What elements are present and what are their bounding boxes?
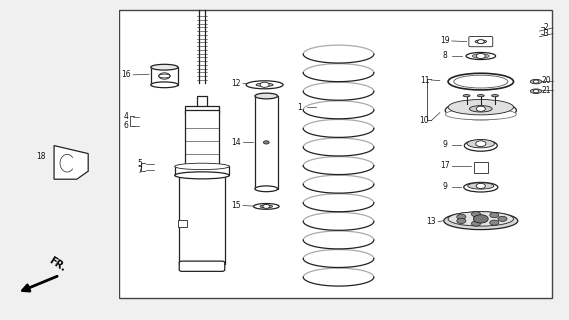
Ellipse shape <box>530 79 542 84</box>
Ellipse shape <box>175 172 229 179</box>
Bar <box>197 96 207 110</box>
Circle shape <box>473 215 488 223</box>
Bar <box>175 166 229 175</box>
Ellipse shape <box>151 82 178 88</box>
Polygon shape <box>54 146 88 179</box>
Circle shape <box>490 220 499 225</box>
Circle shape <box>263 141 269 144</box>
Circle shape <box>476 53 485 59</box>
Text: 7: 7 <box>137 166 142 175</box>
Circle shape <box>260 82 269 87</box>
Circle shape <box>476 141 486 147</box>
Text: 2: 2 <box>544 23 549 32</box>
Ellipse shape <box>492 95 498 97</box>
Circle shape <box>476 183 485 188</box>
Bar <box>119 10 552 298</box>
Ellipse shape <box>454 75 508 88</box>
Text: 8: 8 <box>443 51 447 60</box>
Ellipse shape <box>448 100 513 115</box>
Ellipse shape <box>463 95 470 97</box>
Ellipse shape <box>530 89 542 93</box>
Circle shape <box>159 73 170 79</box>
Circle shape <box>476 106 485 111</box>
Circle shape <box>498 216 507 221</box>
Ellipse shape <box>469 106 492 112</box>
Text: 9: 9 <box>443 182 447 191</box>
Bar <box>185 106 219 114</box>
Text: 6: 6 <box>124 121 129 130</box>
Ellipse shape <box>254 204 279 209</box>
Bar <box>185 110 219 166</box>
Circle shape <box>263 204 270 208</box>
Bar <box>179 166 225 264</box>
Ellipse shape <box>448 73 513 90</box>
Ellipse shape <box>246 81 283 89</box>
Ellipse shape <box>475 40 486 43</box>
Text: 12: 12 <box>232 79 241 88</box>
Ellipse shape <box>151 64 178 70</box>
Text: 9: 9 <box>443 140 447 149</box>
Bar <box>178 220 187 227</box>
Circle shape <box>533 80 539 83</box>
Text: 13: 13 <box>427 217 436 226</box>
Ellipse shape <box>159 74 170 78</box>
Circle shape <box>472 212 481 217</box>
Ellipse shape <box>464 182 498 192</box>
Text: 17: 17 <box>440 161 450 170</box>
Text: 14: 14 <box>232 138 241 147</box>
Circle shape <box>477 40 484 44</box>
Circle shape <box>457 214 466 219</box>
Ellipse shape <box>468 183 494 189</box>
Ellipse shape <box>466 52 496 60</box>
Text: 19: 19 <box>440 36 450 45</box>
Bar <box>255 96 278 189</box>
Ellipse shape <box>255 186 278 192</box>
Ellipse shape <box>448 212 513 226</box>
Ellipse shape <box>464 140 497 151</box>
Ellipse shape <box>445 101 517 120</box>
Text: 1: 1 <box>298 103 302 112</box>
Text: 10: 10 <box>420 116 429 125</box>
Text: 5: 5 <box>137 159 142 168</box>
Ellipse shape <box>467 140 494 148</box>
Ellipse shape <box>472 54 489 58</box>
Text: 11: 11 <box>420 76 429 84</box>
Circle shape <box>457 219 466 224</box>
Bar <box>151 67 178 85</box>
Text: 15: 15 <box>232 201 241 210</box>
Circle shape <box>490 212 499 218</box>
Text: 20: 20 <box>542 76 551 85</box>
Ellipse shape <box>260 205 273 208</box>
Bar <box>0 0 119 320</box>
Ellipse shape <box>175 163 229 170</box>
Ellipse shape <box>477 95 484 97</box>
Ellipse shape <box>255 93 278 99</box>
Ellipse shape <box>445 109 517 120</box>
Text: 21: 21 <box>542 86 551 95</box>
Text: 18: 18 <box>36 152 46 161</box>
Text: FR.: FR. <box>47 255 67 274</box>
Circle shape <box>472 221 481 226</box>
Text: 16: 16 <box>122 70 131 79</box>
Bar <box>474 162 488 173</box>
FancyBboxPatch shape <box>179 261 225 271</box>
Ellipse shape <box>444 212 518 230</box>
Text: 3: 3 <box>544 29 549 38</box>
FancyBboxPatch shape <box>469 36 493 47</box>
Text: 4: 4 <box>124 112 129 121</box>
Ellipse shape <box>256 83 273 86</box>
Circle shape <box>533 90 539 93</box>
